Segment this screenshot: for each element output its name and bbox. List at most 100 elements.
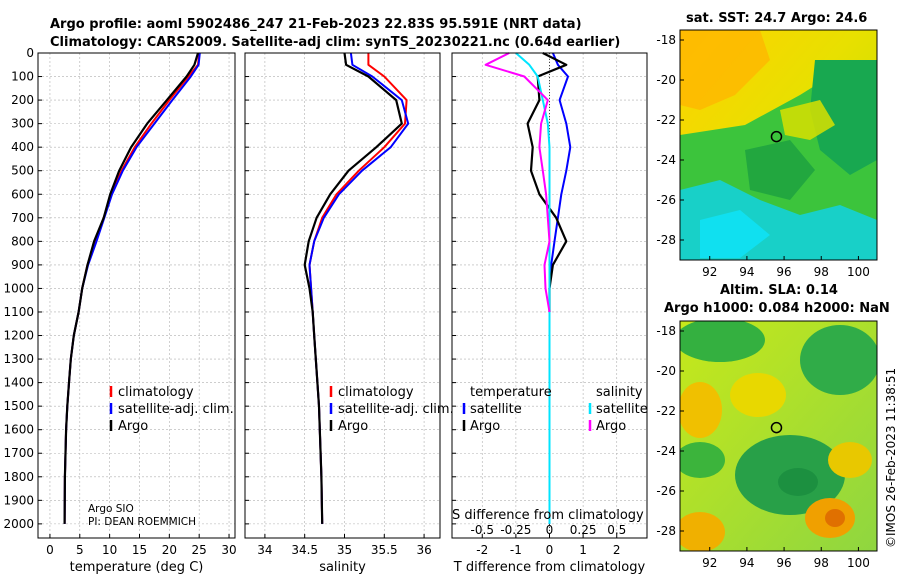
argo-location-marker bbox=[770, 421, 783, 434]
figure-title-line2: Climatology: CARS2009. Satellite-adj cli… bbox=[50, 35, 620, 50]
sla-low-4 bbox=[680, 442, 725, 478]
x-tick-label: 5 bbox=[76, 543, 84, 557]
legend-label-s-satellite: satellite bbox=[596, 402, 648, 417]
sla-high-1 bbox=[730, 373, 786, 417]
s-diff-tick-label: 0 bbox=[546, 523, 554, 537]
legend-label-argo: Argo bbox=[338, 419, 368, 434]
sst-map-title: sat. SST: 24.7 Argo: 24.6 bbox=[686, 11, 867, 26]
legend-label-satellite: satellite-adj. clim. bbox=[338, 402, 454, 417]
sst-green-core bbox=[810, 60, 877, 175]
map-y-tick-label: -22 bbox=[656, 113, 676, 127]
difference-panel: -2 -1 0 1 2 T difference from climatology bbox=[451, 52, 648, 575]
sst-warm-patch bbox=[680, 30, 770, 110]
s-diff-tick-label: 0.5 bbox=[607, 523, 626, 537]
y-tick-label: 1200 bbox=[3, 329, 34, 343]
sla-map-title: Altim. SLA: 0.14 bbox=[720, 283, 838, 298]
y-tick-label: 1300 bbox=[3, 352, 34, 366]
sla-map-frame bbox=[679, 320, 878, 552]
legend-label-climatology: climatology bbox=[118, 385, 194, 400]
y-tick-label: 500 bbox=[11, 164, 34, 178]
sla-low-core bbox=[778, 468, 818, 496]
sst-dark-green-patch bbox=[745, 140, 815, 200]
map-x-tick-label: 94 bbox=[739, 265, 754, 279]
legend-label-climatology: climatology bbox=[338, 385, 414, 400]
salinity-panel: 34 34.5 35 35.5 36 salinity bbox=[244, 52, 441, 575]
x-tick-label: 34 bbox=[257, 543, 272, 557]
s-difference-axis-label: S difference from climatology bbox=[452, 508, 644, 523]
y-tick-label: 700 bbox=[11, 211, 34, 225]
x-axis-label: salinity bbox=[319, 560, 366, 575]
sla-map-axes: 92 94 96 98 100 -18 -20 -22 -24 -26 -28 bbox=[656, 324, 869, 570]
y-tick-label: 400 bbox=[11, 140, 34, 154]
legend-label-t-argo: Argo bbox=[470, 419, 500, 434]
map-y-tick-label: -20 bbox=[656, 73, 676, 87]
sla-low-2 bbox=[800, 325, 877, 395]
x-tick-label: 0 bbox=[546, 543, 554, 557]
map-x-tick-label: 92 bbox=[702, 556, 717, 570]
series-line-t-argo bbox=[526, 52, 568, 312]
x-tick-label: -2 bbox=[476, 543, 488, 557]
map-y-tick-label: -24 bbox=[656, 153, 676, 167]
x-tick-label: 34.5 bbox=[291, 543, 318, 557]
sst-map bbox=[680, 30, 877, 260]
series-line-s-argo bbox=[484, 52, 551, 313]
x-tick-label: 1 bbox=[579, 543, 587, 557]
y-tick-label: 1700 bbox=[3, 446, 34, 460]
legend-label-satellite: satellite-adj. clim. bbox=[118, 402, 234, 417]
sla-high-core bbox=[825, 509, 845, 527]
map-y-tick-label: -28 bbox=[656, 233, 676, 247]
legend-label-argo: Argo bbox=[118, 419, 148, 434]
x-tick-label: 0 bbox=[46, 543, 54, 557]
y-tick-label: 1100 bbox=[3, 305, 34, 319]
map-y-tick-label: -18 bbox=[656, 324, 676, 338]
map-y-tick-label: -18 bbox=[656, 33, 676, 47]
y-tick-label: 300 bbox=[11, 117, 34, 131]
y-tick-label: 1400 bbox=[3, 376, 34, 390]
y-tick-label: 1500 bbox=[3, 399, 34, 413]
sst-map-axes: 92 94 96 98 100 -18 -20 -22 -24 -26 -28 bbox=[656, 33, 869, 279]
temperature-legend: climatology satellite-adj. clim. Argo bbox=[109, 385, 234, 434]
sla-high-3 bbox=[828, 442, 872, 478]
annotation-pi: PI: DEAN ROEMMICH bbox=[88, 516, 196, 528]
sst-cyan-patch bbox=[700, 210, 770, 258]
x-tick-label: 15 bbox=[132, 543, 147, 557]
s-diff-tick-label: -0.5 bbox=[471, 523, 494, 537]
y-tick-label: 2000 bbox=[3, 517, 34, 531]
x-tick-label: 36 bbox=[416, 543, 431, 557]
sla-high-2 bbox=[680, 382, 722, 438]
y-tick-label: 1800 bbox=[3, 470, 34, 484]
map-x-tick-label: 94 bbox=[739, 556, 754, 570]
map-y-tick-label: -28 bbox=[656, 524, 676, 538]
x-tick-label: 10 bbox=[102, 543, 117, 557]
x-axis-label: temperature (deg C) bbox=[70, 560, 204, 575]
y-tick-label: 900 bbox=[11, 258, 34, 272]
x-tick-label: 2 bbox=[613, 543, 621, 557]
series-line-argo bbox=[63, 52, 200, 524]
map-x-tick-label: 100 bbox=[847, 556, 870, 570]
y-tick-label: 100 bbox=[11, 70, 34, 84]
sla-map bbox=[680, 321, 877, 551]
sla-map-subtitle: Argo h1000: 0.084 h2000: NaN bbox=[664, 301, 890, 316]
map-y-tick-label: -26 bbox=[656, 193, 676, 207]
x-tick-label: 30 bbox=[221, 543, 236, 557]
y-tick-label: 1600 bbox=[3, 423, 34, 437]
s-diff-tick-label: 0.25 bbox=[570, 523, 597, 537]
plot-frame bbox=[244, 52, 441, 539]
map-x-tick-label: 96 bbox=[776, 265, 791, 279]
map-y-tick-label: -26 bbox=[656, 484, 676, 498]
argo-location-marker bbox=[770, 130, 783, 143]
x-tick-label: -1 bbox=[510, 543, 522, 557]
x-tick-label: 35 bbox=[337, 543, 352, 557]
map-x-tick-label: 98 bbox=[814, 556, 829, 570]
legend-label-t-satellite: satellite bbox=[470, 402, 522, 417]
legend-title-salinity: salinity bbox=[596, 385, 643, 400]
x-tick-label: 20 bbox=[162, 543, 177, 557]
map-y-tick-label: -22 bbox=[656, 404, 676, 418]
map-x-tick-label: 96 bbox=[776, 556, 791, 570]
x-tick-label: 25 bbox=[192, 543, 207, 557]
legend-label-s-argo: Argo bbox=[596, 419, 626, 434]
imos-watermark: ©IMOS 26-Feb-2023 11:38:51 bbox=[884, 368, 898, 548]
y-tick-label: 1000 bbox=[3, 281, 34, 295]
series-line-s-satellite bbox=[515, 52, 551, 524]
sst-map-frame bbox=[679, 29, 878, 261]
